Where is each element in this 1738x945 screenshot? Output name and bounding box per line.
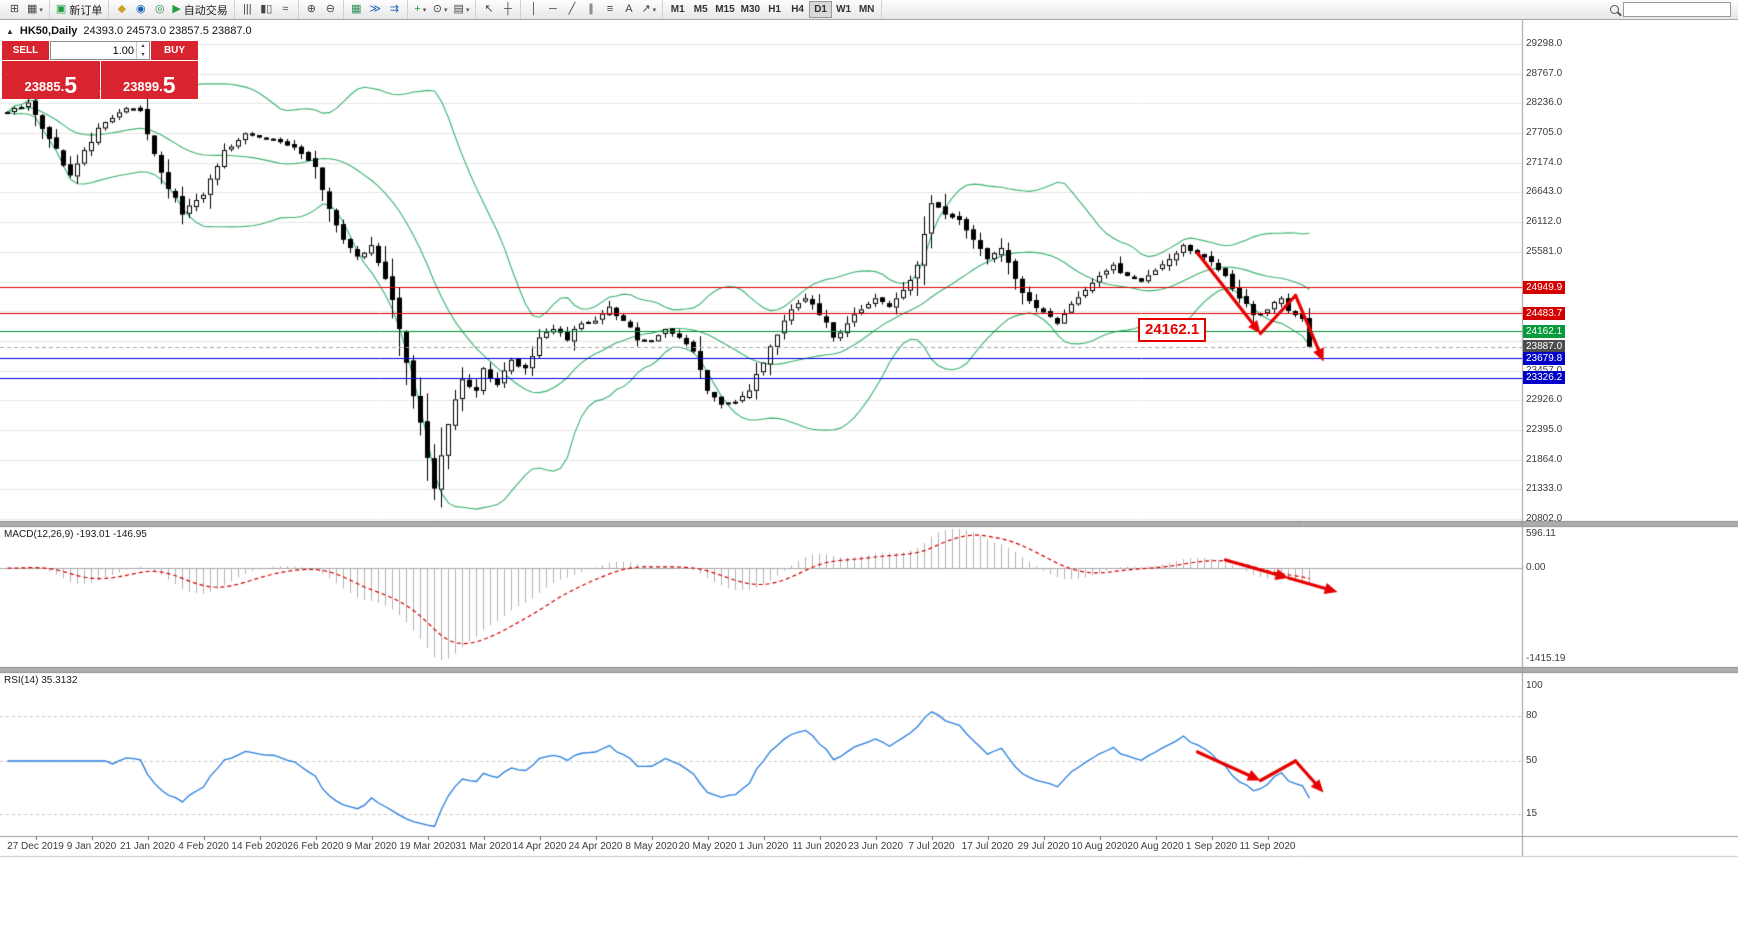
macd-panel-label: MACD(12,26,9) -193.01 -146.95 xyxy=(4,529,147,540)
toolbar-search xyxy=(1610,2,1736,17)
horizontal-line-button[interactable]: ─ xyxy=(549,3,557,15)
sell-price-big: 5 xyxy=(64,71,78,98)
cursor-button[interactable]: ↖ xyxy=(484,3,494,15)
toolbar-group-order: ▣ 新订单 xyxy=(50,0,110,19)
volume-field: ▴ ▾ xyxy=(50,41,150,60)
sell-price-main: 23885. xyxy=(24,78,65,94)
collapse-trade-panel-icon[interactable]: ▲ xyxy=(6,26,14,36)
timeframe-d1[interactable]: D1 xyxy=(809,1,833,18)
candles-mode-button[interactable]: ▮▯ xyxy=(260,3,273,15)
search-icon xyxy=(1610,5,1619,14)
volume-decrease-button[interactable]: ▾ xyxy=(141,51,145,58)
zoom-out-button[interactable]: ⊖ xyxy=(325,3,335,15)
strategy-tester-button[interactable]: ◎ xyxy=(155,3,165,15)
zoom-in-button[interactable]: ⊕ xyxy=(306,3,316,15)
toolbar-group-timeframes: M1 M5 M15 M30 H1 H4 D1 W1 MN xyxy=(663,0,883,19)
tile-windows-button[interactable]: ▦ xyxy=(351,3,362,15)
buy-price-main: 23899. xyxy=(122,78,163,94)
sell-button[interactable]: SELL xyxy=(2,41,49,60)
volume-input[interactable] xyxy=(51,42,136,59)
line-mode-button[interactable]: ≈ xyxy=(282,3,289,15)
timeframe-h4[interactable]: H4 xyxy=(791,4,804,15)
search-input[interactable] xyxy=(1623,2,1731,17)
timeframe-m5[interactable]: M5 xyxy=(693,4,708,15)
new-order-button[interactable]: ▣ 新订单 xyxy=(55,3,103,17)
toolbar-group-insert: + ▾ ⊙ ▾ ▤ ▾ xyxy=(408,0,477,19)
ohlc-values: 24393.0 24573.0 23857.5 23887.0 xyxy=(83,25,252,37)
bars-mode-button[interactable]: ||| xyxy=(243,3,252,15)
rsi-panel-label: RSI(14) 35.3132 xyxy=(4,675,78,686)
price-annotation-label[interactable]: 24162.1 xyxy=(1138,318,1207,342)
volume-increase-button[interactable]: ▴ xyxy=(141,43,145,50)
one-click-trading-panel: SELL ▴ ▾ BUY 23885.5 23899.5 xyxy=(2,41,198,99)
channel-button[interactable]: ∥ xyxy=(588,3,594,15)
chart-shift-button[interactable]: ⇉ xyxy=(389,3,399,15)
time-axis[interactable] xyxy=(0,838,1738,856)
toolbar-group-cursor-tools: ↖ ┼ xyxy=(476,0,522,19)
templates-button[interactable]: ▤ ▾ xyxy=(453,3,470,15)
crosshair-button[interactable]: ┼ xyxy=(504,3,512,15)
toolbar-button-groups: ⊞ ▦ ▾ ▣ 新订单 ◆ ◉ ◎ ▶ 自动交易 ||| ▮▯ ≈ ⊕ ⊖ ▦ ≫ ⇉ + ▾ ⊙ ▾ ▤ ▾ ↖ ┼ │ ─ ╱ ∥ ≡ A… xyxy=(2,0,883,19)
fibonacci-button[interactable]: ≡ xyxy=(606,3,614,15)
timeframe-w1[interactable]: W1 xyxy=(836,4,852,15)
toolbar-group-zoom: ⊕ ⊖ xyxy=(299,0,344,19)
price-axis[interactable] xyxy=(1522,20,1738,836)
trendline-button[interactable]: ╱ xyxy=(568,3,576,15)
macd-panel-divider[interactable] xyxy=(0,521,1738,526)
main-toolbar: ⊞ ▦ ▾ ▣ 新订单 ◆ ◉ ◎ ▶ 自动交易 ||| ▮▯ ≈ ⊕ ⊖ ▦ ≫ ⇉ + ▾ ⊙ ▾ ▤ ▾ ↖ ┼ │ ─ ╱ ∥ ≡ A… xyxy=(0,0,1738,20)
buy-button[interactable]: BUY xyxy=(151,41,198,60)
sell-price[interactable]: 23885. 5 xyxy=(2,61,100,99)
market-watch-button[interactable]: ◉ xyxy=(136,3,146,15)
arrow-tool-button[interactable]: ↗ ▾ xyxy=(641,3,657,15)
auto-scroll-button[interactable]: ≫ xyxy=(369,3,382,15)
text-tool-button[interactable]: A xyxy=(625,3,633,15)
timeframe-m1[interactable]: M1 xyxy=(670,4,685,15)
autotrading-button[interactable]: ▶ 自动交易 xyxy=(172,3,228,17)
vertical-line-button[interactable]: │ xyxy=(530,3,538,15)
new-chart-button[interactable]: ⊞ xyxy=(9,3,20,15)
chart-header: ▲ HK50,Daily 24393.0 24573.0 23857.5 238… xyxy=(6,25,252,37)
buy-price-big: 5 xyxy=(162,71,176,98)
symbol-title: HK50,Daily xyxy=(19,25,78,37)
buy-price[interactable]: 23899. 5 xyxy=(100,61,198,99)
profiles-button[interactable]: ▦ ▾ xyxy=(27,3,43,15)
rsi-panel-divider[interactable] xyxy=(0,667,1738,672)
periods-button[interactable]: ⊙ ▾ xyxy=(432,3,448,15)
metaeditor-button[interactable]: ◆ xyxy=(117,3,127,15)
toolbar-group-draw-tools: │ ─ ╱ ∥ ≡ A ↗ ▾ xyxy=(521,0,664,19)
timeframe-h1[interactable]: H1 xyxy=(768,4,781,15)
timeframe-m30[interactable]: M30 xyxy=(740,4,761,15)
indicators-button[interactable]: + ▾ xyxy=(414,3,427,15)
toolbar-group-terminal: ◆ ◉ ◎ ▶ 自动交易 xyxy=(109,0,235,19)
toolbar-group-windows: ⊞ ▦ ▾ xyxy=(2,0,50,19)
toolbar-group-arrange: ▦ ≫ ⇉ xyxy=(344,0,408,19)
timeframe-mn[interactable]: MN xyxy=(858,4,875,15)
timeframe-m15[interactable]: M15 xyxy=(715,4,735,15)
toolbar-group-chart-mode: ||| ▮▯ ≈ xyxy=(235,0,299,19)
